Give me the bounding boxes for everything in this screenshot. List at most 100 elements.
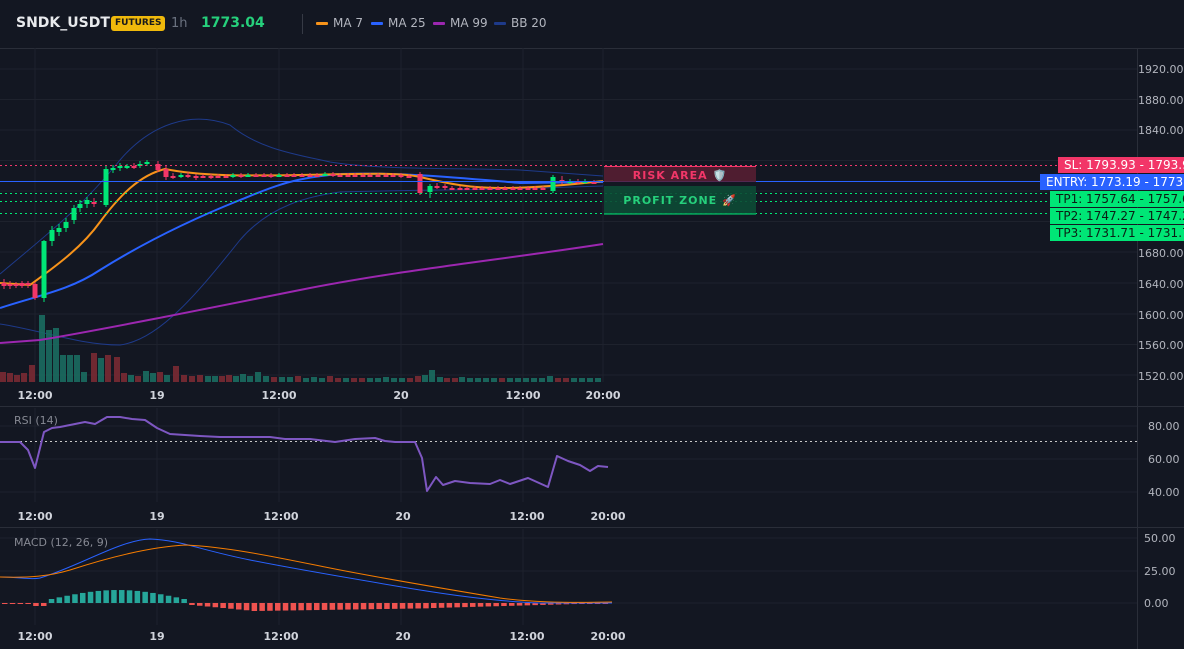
volume-bar [53, 328, 59, 382]
timeframe-label[interactable]: 1h [171, 16, 188, 31]
tp2-label-text: TP2: 1747.27 [1056, 209, 1136, 223]
entry-price-label[interactable]: ENTRY: 1773.19 - 1773.19 [1040, 174, 1184, 190]
ma25-swatch-icon [371, 21, 383, 25]
volume-bar [60, 355, 66, 382]
volume-bar [247, 376, 253, 382]
macd-hist-bar [25, 603, 31, 604]
candle-body [479, 188, 485, 190]
volume-bar [212, 376, 218, 382]
candle-body [390, 175, 396, 177]
rsi-time-axis: 12:00 19 12:00 20 12:00 20:00 [17, 510, 625, 523]
price-tick: 1640.00 [1138, 278, 1184, 291]
rsi-tick: 80.00 [1148, 420, 1180, 433]
candle-body [360, 175, 366, 177]
candle-body [253, 175, 259, 177]
profit-zone[interactable] [604, 186, 756, 214]
sl-label-value: 1793.93 [1147, 158, 1184, 172]
header-divider [302, 14, 303, 34]
macd-hist-bar [282, 603, 289, 611]
price-tick: 1520.00 [1138, 370, 1184, 383]
ma99-line [0, 243, 604, 344]
price-tick: 1840.00 [1138, 124, 1184, 137]
time-tick: 19 [149, 389, 164, 402]
candle-body [299, 175, 305, 177]
macd-hist-bar [516, 603, 523, 606]
macd-hist-bar [314, 603, 320, 611]
macd-hist-bar [33, 603, 39, 606]
volume-bar [143, 371, 149, 382]
candle-body [532, 188, 538, 190]
volume-bar [29, 365, 35, 382]
candle-body [322, 174, 328, 176]
candle-body [117, 166, 123, 168]
legend-ma25[interactable]: MA 25 [371, 16, 426, 30]
tp3-price-label[interactable]: TP3: 1731.71 - 1731.71 [1050, 225, 1184, 241]
time-axis[interactable]: 12:00 19 12:00 20 12:00 20:00 [17, 389, 620, 402]
volume-bar [164, 375, 170, 382]
macd-hist-bar [493, 603, 499, 607]
macd-line [0, 538, 612, 604]
volume-bar [399, 378, 405, 382]
risk-area-zone[interactable] [604, 166, 756, 182]
volume-bar [114, 357, 120, 382]
volume-bar [219, 376, 225, 382]
macd-hist-bar [485, 603, 492, 607]
candle-body [540, 188, 546, 190]
candle-body [13, 284, 19, 286]
candle-body [345, 175, 351, 177]
candle-body [124, 166, 130, 168]
candle-body [245, 175, 251, 177]
volume-bar [359, 378, 365, 382]
macd-hist-bar [111, 590, 117, 603]
macd-hist-bar [228, 603, 234, 609]
macd-hist-bar [423, 603, 429, 609]
price-axis[interactable]: 1920.00 1880.00 1840.00 1680.00 1640.00 … [1138, 63, 1184, 383]
candle-body [383, 175, 389, 177]
volume-bar [98, 358, 104, 382]
candle-body [502, 188, 508, 190]
macd-hist-bar [48, 599, 55, 603]
macd-hist-bar [571, 603, 577, 605]
macd-hist-bar [275, 603, 281, 611]
candle-body [1, 283, 7, 286]
legend-bb20[interactable]: BB 20 [494, 16, 547, 30]
candle-body [284, 175, 290, 177]
candle-body [238, 175, 244, 177]
macd-hist-bar [462, 603, 468, 608]
volume-bar [173, 366, 179, 382]
tp1-price-label[interactable]: TP1: 1757.64 - 1757.64 [1050, 191, 1184, 207]
chart-header: SNDK_USDT FUTURES 1h 1773.04 MA 7 MA 25 … [0, 0, 1184, 49]
time-tick: 12:00 [17, 510, 52, 523]
candle-body [472, 188, 478, 190]
tp2-price-label[interactable]: TP2: 1747.27 - 1747.27 [1050, 208, 1184, 224]
macd-hist-bar [64, 595, 70, 603]
volume-bar [367, 378, 373, 382]
candle-body [155, 164, 161, 170]
macd-hist-bar [501, 603, 507, 607]
time-tick: 19 [149, 510, 164, 523]
macd-hist-bar [181, 599, 187, 603]
sl-price-label[interactable]: SL: 1793.93 - 1793.93 [1058, 157, 1184, 173]
macd-hist-bar [189, 603, 195, 605]
macd-hist-bar [532, 603, 538, 606]
macd-hist-bar [454, 603, 460, 608]
time-tick: 12:00 [17, 630, 52, 643]
time-tick: 20:00 [585, 389, 620, 402]
volume-bar [571, 378, 577, 382]
bb20-swatch-icon [494, 21, 506, 25]
volume-bar [319, 378, 325, 382]
candle-body [427, 186, 433, 192]
macd-hist-bar [220, 603, 226, 608]
candle-body [449, 188, 455, 190]
candle-body [63, 222, 69, 228]
legend-ma7[interactable]: MA 7 [316, 16, 363, 30]
candle-body [170, 176, 176, 178]
tp1-label-text: TP1: 1757.64 [1056, 192, 1136, 206]
time-tick: 20 [395, 630, 411, 643]
macd-hist-bar [329, 603, 336, 610]
macd-hist-bar [392, 603, 398, 609]
symbol-label[interactable]: SNDK_USDT [16, 15, 110, 31]
volume-bar [547, 376, 553, 382]
legend-ma99[interactable]: MA 99 [433, 16, 488, 30]
